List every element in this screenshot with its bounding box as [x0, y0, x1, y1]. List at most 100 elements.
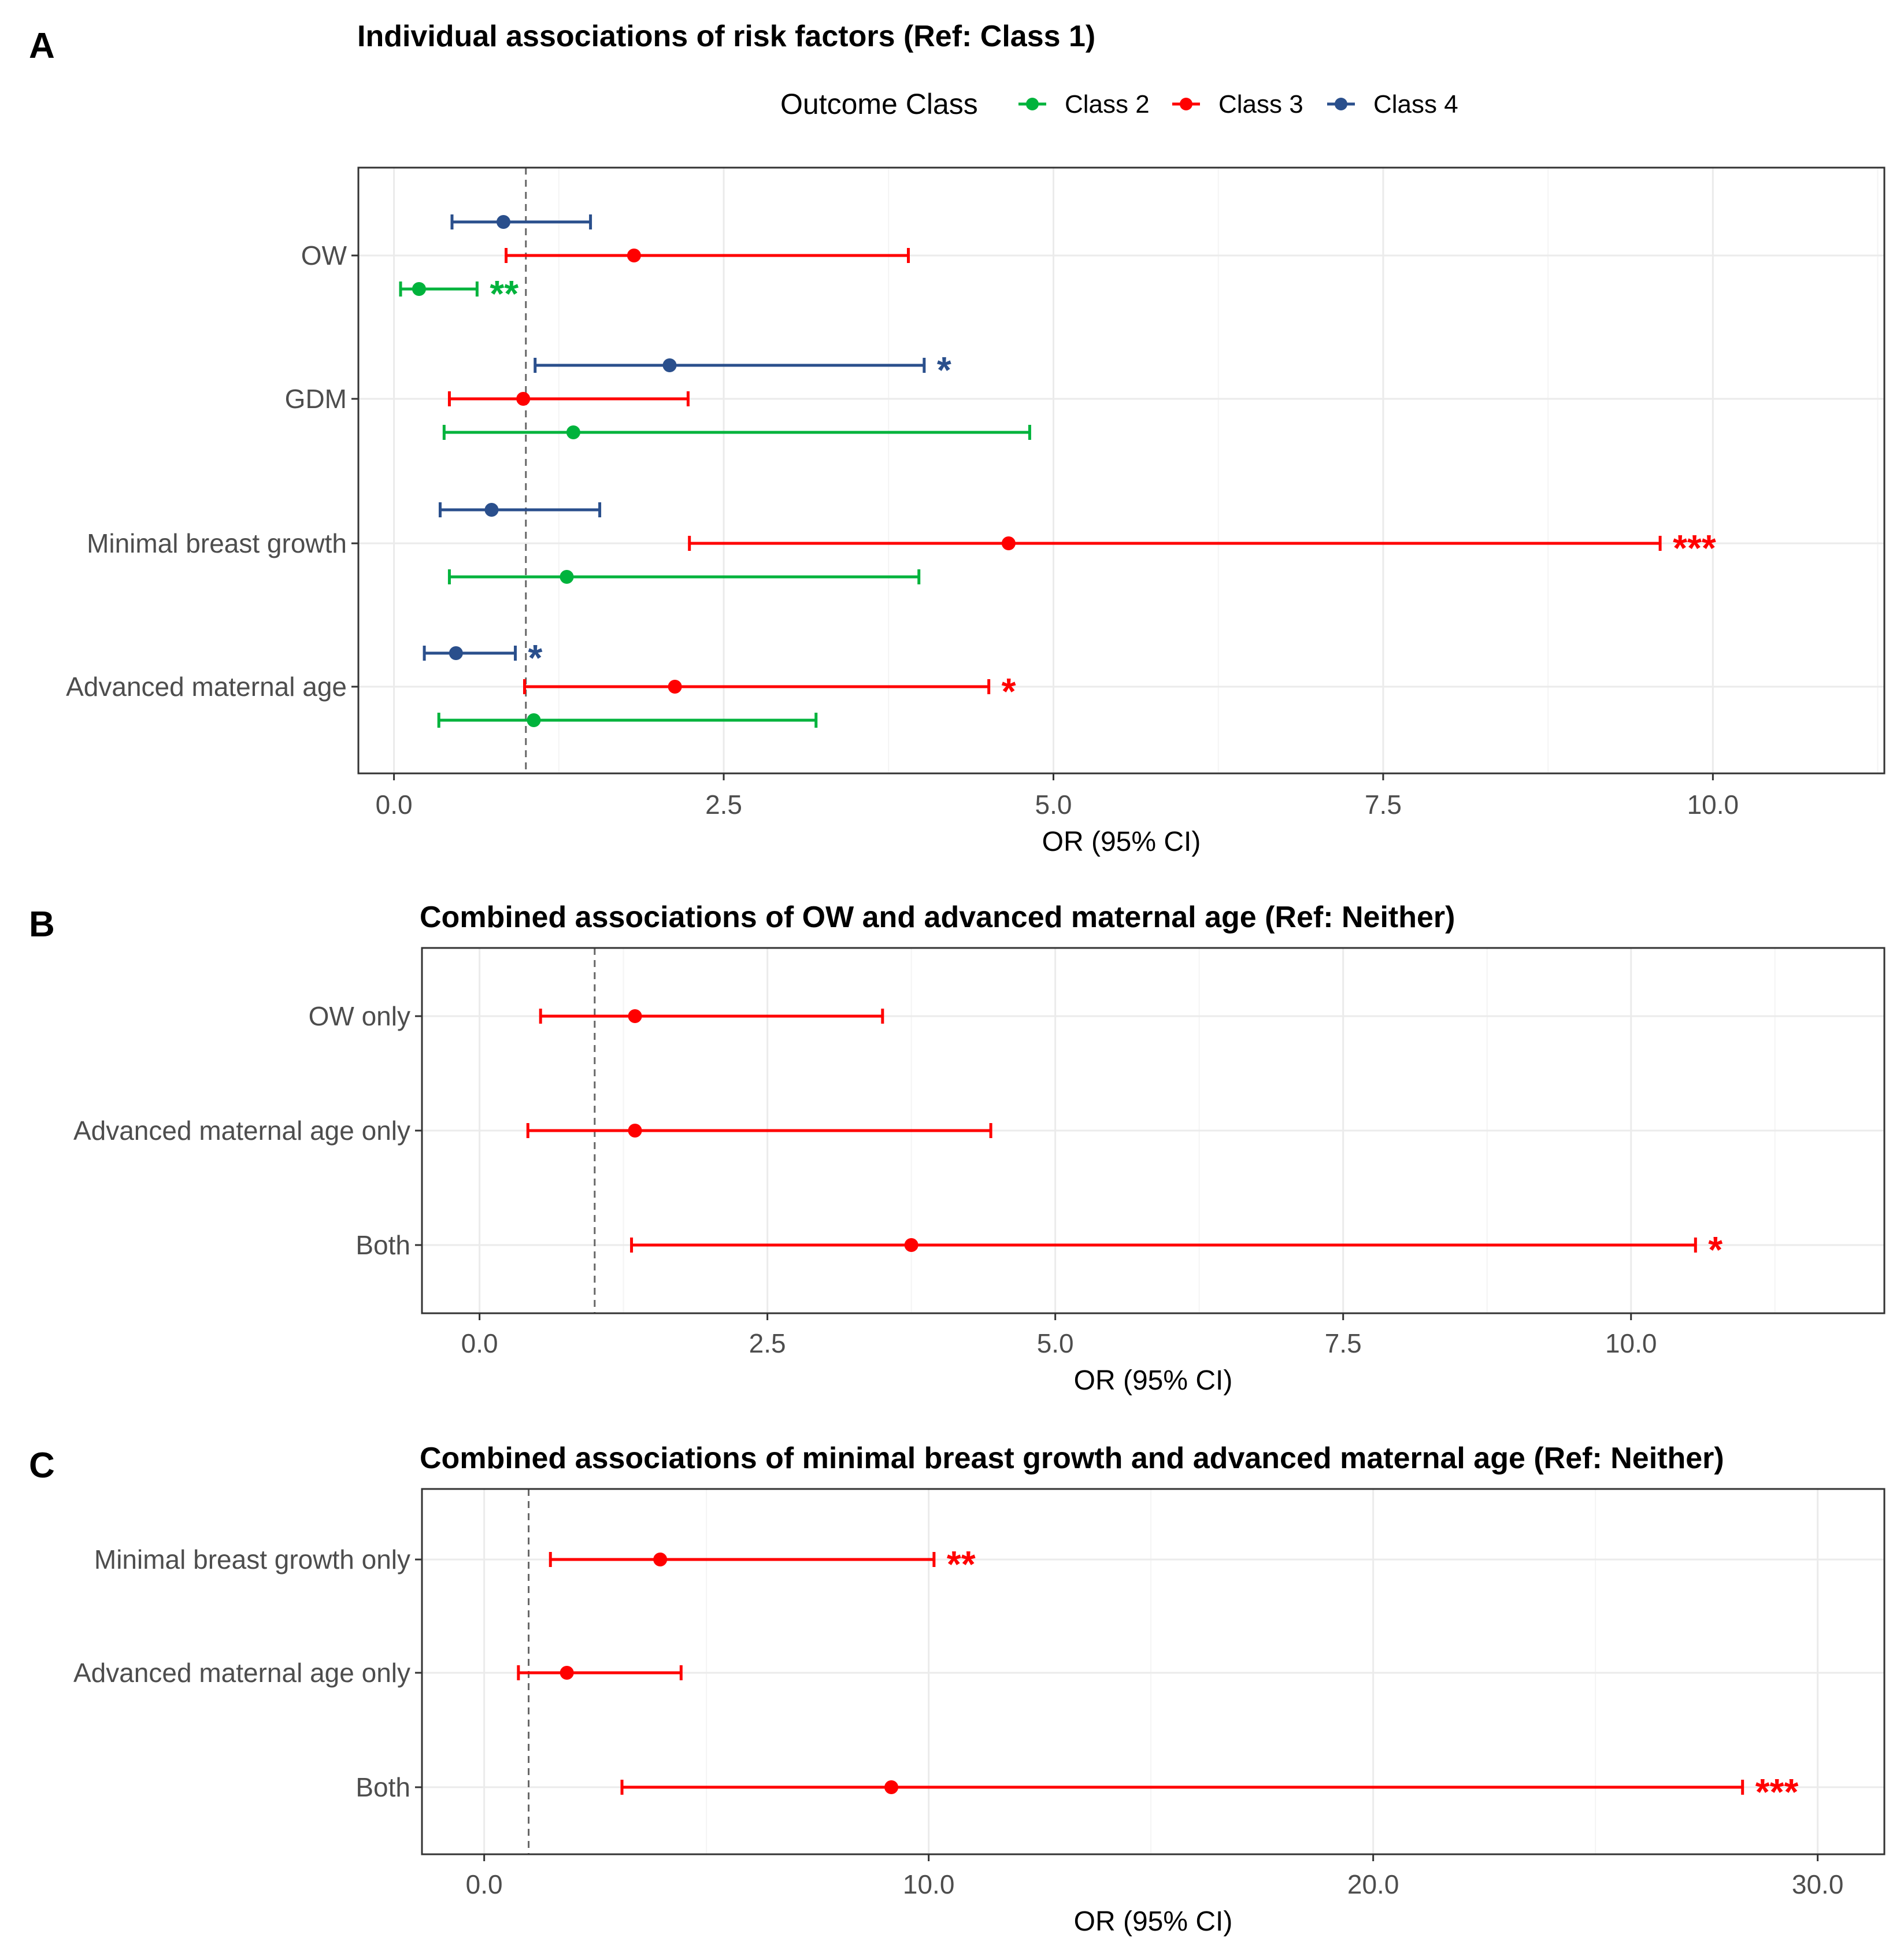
significance-mark: **: [490, 273, 518, 314]
legend-key-point: [1026, 98, 1039, 110]
point-estimate: [627, 249, 641, 262]
point-estimate: [1001, 536, 1016, 550]
significance-mark: *: [528, 637, 543, 679]
significance-mark: **: [947, 1543, 976, 1585]
estimate-ow-only: [539, 1009, 884, 1024]
x-tick-label: 7.5: [1365, 790, 1402, 820]
estimate-advanced-maternal-age: *: [523, 670, 1016, 712]
y-tick-label-ow-only: OW only: [309, 1001, 410, 1031]
legend-entry-class-2: Class 2: [1018, 90, 1150, 118]
point-estimate: [884, 1780, 899, 1794]
legend-entry-class-4: Class 4: [1327, 90, 1458, 118]
estimate-minimal-breast-growth: ***: [688, 527, 1716, 569]
estimate-advanced-maternal-age-only: [526, 1123, 992, 1138]
x-tick-label: 5.0: [1037, 1328, 1074, 1358]
significance-mark: *: [1002, 670, 1016, 712]
panel-title: Combined associations of minimal breast …: [420, 1442, 1724, 1475]
y-tick-label-advanced-maternal-age: Advanced maternal age: [66, 672, 347, 702]
panel-title: Individual associations of risk factors …: [357, 20, 1095, 53]
point-estimate: [653, 1553, 668, 1566]
y-tick-label-both: Both: [355, 1772, 410, 1802]
x-axis-title: OR (95% CI): [1042, 827, 1201, 857]
plot-frame: [421, 1488, 1886, 1855]
x-tick-label: 30.0: [1792, 1869, 1844, 1899]
estimate-advanced-maternal-age: [437, 713, 818, 728]
x-tick-label: 0.0: [376, 790, 413, 820]
x-tick-label: 2.5: [749, 1328, 786, 1358]
x-tick-label: 7.5: [1325, 1328, 1362, 1358]
estimate-ow: **: [399, 273, 518, 314]
panel-letter: A: [29, 26, 55, 66]
point-estimate: [560, 1666, 574, 1680]
x-tick-label: 10.0: [903, 1869, 955, 1899]
point-estimate: [449, 646, 463, 660]
plot-frame: [357, 166, 1886, 775]
legend: Outcome Class Class 2 Class 3 Class 4: [780, 88, 1458, 120]
significance-mark: ***: [1673, 527, 1716, 569]
point-estimate: [412, 282, 426, 296]
x-tick-label: 5.0: [1035, 790, 1072, 820]
significance-mark: *: [1708, 1229, 1723, 1270]
series-class-3: *****: [517, 1543, 1799, 1813]
point-estimate: [566, 425, 580, 439]
estimate-ow: [505, 248, 910, 263]
x-tick-label: 10.0: [1687, 790, 1739, 820]
point-estimate: [668, 680, 682, 694]
significance-mark: ***: [1755, 1771, 1799, 1813]
significance-mark: *: [937, 349, 951, 391]
panel-title: Combined associations of OW and advanced…: [420, 901, 1455, 934]
estimate-gdm: [447, 391, 690, 406]
panel-a: A Individual associations of risk factors…: [29, 20, 1886, 857]
x-axis-title: OR (95% CI): [1074, 1906, 1233, 1937]
estimate-both: ***: [620, 1771, 1799, 1813]
legend-label: Class 4: [1373, 90, 1458, 118]
panel-c: C Combined associations of minimal breast…: [29, 1442, 1886, 1937]
y-tick-label-advanced-maternal-age-only: Advanced maternal age only: [73, 1658, 410, 1688]
series-class-4: **: [423, 214, 951, 679]
panel-b: B Combined associations of OW and advance…: [29, 901, 1886, 1396]
legend-label: Class 3: [1218, 90, 1303, 118]
x-tick-label: 2.5: [705, 790, 742, 820]
y-tick-label-both: Both: [355, 1230, 410, 1260]
plot-frame: [421, 947, 1886, 1314]
series-class-2: **: [399, 273, 1031, 728]
point-estimate: [560, 570, 574, 584]
estimate-ow: [450, 214, 592, 229]
estimate-gdm: *: [534, 349, 951, 391]
x-tick-label: 0.0: [461, 1328, 498, 1358]
y-tick-label-gdm: GDM: [285, 384, 347, 414]
estimate-advanced-maternal-age-only: [517, 1665, 683, 1680]
point-estimate: [516, 392, 531, 406]
point-estimate: [527, 713, 541, 727]
point-estimate: [662, 358, 677, 372]
panel-letter: B: [29, 905, 55, 944]
estimate-minimal-breast-growth-only: **: [549, 1543, 976, 1585]
estimate-both: *: [630, 1229, 1723, 1270]
estimate-minimal-breast-growth: [438, 502, 602, 517]
panel-letter: C: [29, 1446, 55, 1485]
y-tick-label-advanced-maternal-age-only: Advanced maternal age only: [73, 1116, 410, 1146]
x-axis-title: OR (95% CI): [1074, 1365, 1233, 1396]
legend-label: Class 2: [1065, 90, 1150, 118]
legend-title: Outcome Class: [780, 88, 978, 120]
legend-key-point: [1180, 98, 1192, 110]
legend-key-point: [1335, 98, 1347, 110]
x-tick-label: 10.0: [1605, 1328, 1657, 1358]
y-tick-label-ow: OW: [301, 240, 347, 271]
point-estimate: [904, 1238, 918, 1252]
point-estimate: [496, 215, 510, 229]
y-tick-label-minimal-breast-growth-only: Minimal breast growth only: [94, 1544, 410, 1575]
point-estimate: [628, 1009, 642, 1023]
point-estimate: [628, 1124, 642, 1138]
x-tick-label: 20.0: [1347, 1869, 1399, 1899]
gridlines: [358, 168, 1884, 773]
y-tick-label-minimal-breast-growth: Minimal breast growth: [87, 528, 347, 558]
estimate-minimal-breast-growth: [447, 569, 921, 584]
x-tick-label: 0.0: [466, 1869, 503, 1899]
point-estimate: [484, 503, 499, 517]
legend-entry-class-3: Class 3: [1172, 90, 1303, 118]
estimate-advanced-maternal-age: *: [423, 637, 543, 679]
estimate-gdm: [442, 425, 1031, 440]
series-class-3: *: [526, 1009, 1723, 1270]
